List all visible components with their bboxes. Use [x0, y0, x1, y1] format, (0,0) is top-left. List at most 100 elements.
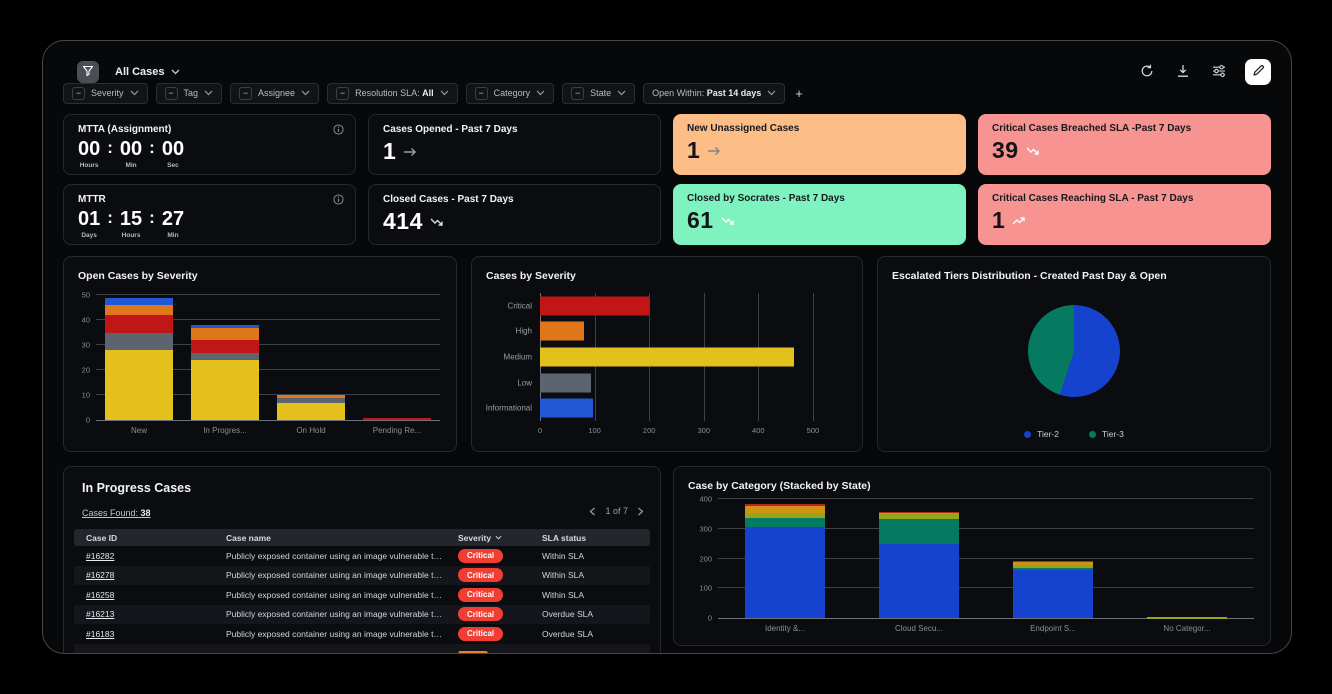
timer-value: 00 — [78, 138, 101, 160]
case-id-link[interactable]: #16258 — [86, 589, 115, 600]
cell-severity: Critical — [446, 587, 530, 602]
filter-chip-severity[interactable]: − Severity — [63, 82, 148, 104]
remove-filter-icon[interactable]: − — [72, 86, 85, 100]
table-body: #16282 Publicly exposed container using a… — [74, 546, 650, 653]
table-row[interactable]: #16213 Publicly exposed container using a… — [74, 604, 650, 624]
filter-funnel-button[interactable] — [77, 61, 99, 83]
sliders-button[interactable] — [1209, 62, 1229, 82]
axis-category-label: Medium — [503, 352, 532, 362]
axis-tick-label: 200 — [699, 554, 712, 563]
axis-tick-label: 0 — [85, 415, 90, 425]
column-sla-status: SLA status — [542, 532, 587, 543]
chevron-down-icon — [130, 90, 139, 96]
remove-filter-icon[interactable]: − — [474, 86, 488, 100]
bar-segment-state-teal — [745, 517, 825, 527]
trend-down-icon — [721, 216, 735, 226]
timer-separator: : — [149, 138, 155, 157]
kpi-card-critical-breached-sla[interactable]: Critical Cases Breached SLA -Past 7 Days… — [978, 114, 1271, 175]
filter-bar: − Severity − Tag − Assignee − Resolution SLA: A… — [63, 82, 1271, 104]
axis-tick-label: 400 — [699, 494, 712, 504]
table-row[interactable]: #16278 Publicly exposed container using a… — [74, 565, 650, 585]
chart-title: Escalated Tiers Distribution - Created P… — [892, 270, 1167, 282]
filter-chip-label: Assignee — [258, 88, 296, 98]
kpi-card-closed-cases[interactable]: Closed Cases - Past 7 Days 414 — [368, 184, 661, 245]
remove-filter-icon[interactable]: − — [164, 86, 178, 100]
gridline — [812, 293, 814, 421]
gridline — [96, 369, 440, 370]
bar-slot: In Progres... — [182, 295, 268, 435]
filter-chip-assignee[interactable]: − Assignee — [230, 82, 320, 104]
column-severity-sort[interactable]: Severity — [446, 533, 530, 543]
kpi-card-mttr[interactable]: MTTR 01 Days : 15 Hours : 27 Min — [63, 184, 356, 245]
case-id-link[interactable]: #16183 — [86, 628, 115, 639]
filter-chip-category[interactable]: − Category — [465, 82, 555, 104]
download-button[interactable] — [1173, 62, 1193, 82]
column-sort-chevron-icon — [495, 535, 502, 540]
legend-dot — [1024, 430, 1032, 438]
sliders-icon — [1212, 64, 1226, 81]
remove-filter-icon[interactable]: − — [239, 86, 253, 100]
legend-item-tier-3[interactable]: Tier-3 — [1089, 429, 1124, 439]
kpi-card-critical-reaching-sla[interactable]: Critical Cases Reaching SLA - Past 7 Day… — [978, 184, 1271, 245]
axis-tick-label: 30 — [81, 340, 90, 350]
kpi-card-cases-opened[interactable]: Cases Opened - Past 7 Days 1 — [368, 114, 661, 175]
kpi-card-closed-by-socrates[interactable]: Closed by Socrates - Past 7 Days 61 — [673, 184, 966, 245]
filter-chip-open-within[interactable]: Open Within: Past 14 days — [643, 82, 786, 104]
chevron-down-icon — [440, 90, 449, 96]
pie-chart — [1028, 305, 1120, 397]
chevron-down-icon — [171, 69, 180, 75]
filter-chip-label: Tag — [183, 88, 199, 98]
info-icon[interactable] — [333, 194, 344, 205]
table-row[interactable]: #16258 Publicly exposed container using a… — [74, 585, 650, 605]
axis-category-label: In Progres... — [203, 426, 247, 435]
timer-value: 15 — [119, 208, 143, 230]
legend-item-tier-2[interactable]: Tier-2 — [1024, 429, 1059, 439]
page-prev-button[interactable] — [589, 507, 596, 516]
bar-slot: New — [96, 295, 182, 435]
page-next-button[interactable] — [637, 507, 644, 516]
bar-segment-informational — [191, 325, 259, 328]
add-filter-button[interactable]: + — [795, 85, 803, 101]
filter-chip-state[interactable]: − State — [562, 82, 636, 104]
table-row[interactable] — [74, 643, 650, 653]
chart-title: Cases by Severity — [486, 270, 576, 282]
axis-tick-label: 400 — [752, 426, 765, 435]
case-id-link[interactable]: #16282 — [86, 550, 115, 561]
stacked-bar — [191, 295, 259, 420]
chevron-down-icon — [301, 90, 310, 96]
bars: Identity &... Cloud Secu... Endpoint S... N… — [718, 499, 1254, 633]
refresh-button[interactable] — [1137, 62, 1157, 82]
bar-segment-state-red — [745, 504, 825, 506]
filter-chip-tag[interactable]: − Tag — [155, 82, 223, 104]
cell-severity: Critical — [446, 607, 530, 622]
gridline — [718, 587, 1254, 589]
gridline — [718, 527, 1254, 529]
timer-unit: Min — [125, 162, 137, 169]
case-id-link[interactable]: #16278 — [86, 570, 115, 581]
remove-filter-icon[interactable]: − — [571, 86, 585, 100]
bar-segment-state-olive — [745, 513, 825, 518]
filter-chip-resolution-sla[interactable]: − Resolution SLA: All — [327, 82, 458, 104]
kpi-card-mtta[interactable]: MTTA (Assignment) 00 Hours : 00 Min : 00 Se… — [63, 114, 356, 175]
kpi-title: New Unassigned Cases — [687, 123, 800, 134]
case-id-link[interactable]: #16213 — [86, 609, 115, 620]
bar-segment-state-teal — [879, 518, 959, 544]
table-row[interactable]: #16183 Publicly exposed container using a… — [74, 624, 650, 644]
kpi-title: MTTA (Assignment) — [78, 124, 172, 135]
info-icon[interactable] — [333, 124, 344, 135]
bar-segment-critical — [363, 417, 431, 420]
bar-segment-low — [277, 397, 345, 403]
severity-badge: Critical — [458, 626, 504, 641]
kpi-value: 414 — [383, 208, 423, 234]
view-selector[interactable]: All Cases — [115, 66, 180, 78]
axis-tick-label: 100 — [699, 583, 712, 593]
cases-found-link[interactable]: Cases Found: 38 — [82, 508, 151, 518]
edit-dashboard-button[interactable] — [1245, 59, 1271, 85]
chart-plot: 0 10 20 30 40 50 New In Progres... On Hold Pendin… — [82, 291, 440, 435]
kpi-card-new-unassigned[interactable]: New Unassigned Cases 1 — [673, 114, 966, 175]
bar-slot: Pending Re... — [354, 295, 440, 435]
bar-row: Informational — [486, 395, 832, 421]
kpi-grid: MTTA (Assignment) 00 Hours : 00 Min : 00 Se… — [63, 114, 1271, 245]
remove-filter-icon[interactable]: − — [336, 86, 350, 100]
table-row[interactable]: #16282 Publicly exposed container using a… — [74, 546, 650, 566]
